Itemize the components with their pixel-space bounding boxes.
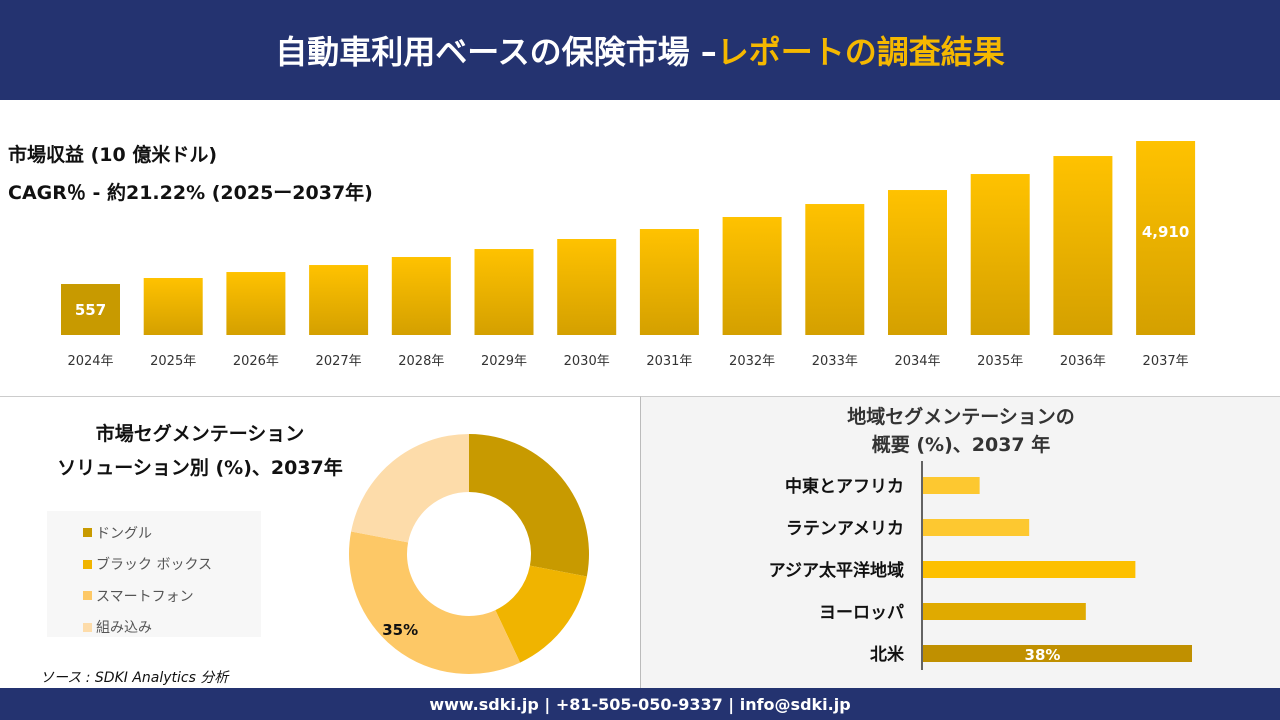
revenue-bar <box>391 257 451 335</box>
pie-legend: ドングルブラック ボックス スマートフォン 組み込み <box>47 511 261 637</box>
region-title-2: 概要 (%)、2037 年 <box>871 434 1051 456</box>
region-label: ヨーロッパ <box>819 603 904 623</box>
revenue-bar <box>61 284 120 335</box>
region-label: 北米 <box>870 644 905 665</box>
legend-swatch <box>83 528 92 538</box>
legend-swatch <box>83 559 92 569</box>
legend-item: スマートフォン <box>83 580 261 612</box>
pie-title-2: ソリューション別 (%)、2037年 <box>57 457 343 479</box>
bar-data-label: 4,910 <box>1142 223 1189 241</box>
region-title-1: 地域セグメンテーションの <box>847 406 1075 428</box>
region-label: 中東とアフリカ <box>785 476 904 497</box>
legend-item: ブラック ボックス <box>83 549 261 581</box>
cagr-label: CAGR％ - 約21.22% (2025ー2037年) <box>8 182 373 204</box>
legend-item: ドングル <box>83 517 261 549</box>
region-label: アジア太平洋地域 <box>769 560 904 581</box>
footer-contact: www.sdki.jp | +81-505-050-9337 | info@sd… <box>0 688 1280 720</box>
title-main: 自動車利用ベースの保険市場 – <box>275 33 717 71</box>
legend-item: 組み込み <box>83 612 261 644</box>
x-tick-label: 2032年 <box>729 354 775 369</box>
revenue-bar <box>309 265 369 335</box>
revenue-bar <box>557 239 617 335</box>
x-tick-label: 2025年 <box>150 354 196 369</box>
revenue-bar <box>722 216 782 335</box>
region-segment-panel: 地域セグメンテーションの 概要 (%)、2037 年 中東とアフリカ ラテンアメリカ… <box>640 396 1280 688</box>
revenue-bar <box>970 174 1030 335</box>
revenue-bar <box>226 272 286 335</box>
x-tick-label: 2034年 <box>894 354 940 369</box>
donut-slice <box>351 434 469 543</box>
solution-segment-panel: 市場セグメンテーション ソリューション別 (%)、2037年 ドングルブラック … <box>0 396 640 688</box>
x-tick-label: 2030年 <box>564 354 610 369</box>
region-bar <box>923 603 1086 620</box>
revenue-bar <box>1136 141 1196 335</box>
revenue-bar-chart: 2024年 557 2025年 2026年 2027年 2028年 2029年 2030年 20… <box>61 141 1196 369</box>
source-note: ソース : SDKI Analytics 分析 <box>40 670 229 686</box>
region-title: 地域セグメンテーションの 概要 (%)、2037 年 <box>641 403 1280 459</box>
bar-data-label: 557 <box>75 301 106 319</box>
legend-swatch <box>83 622 92 632</box>
region-bar <box>923 477 980 494</box>
x-tick-label: 2036年 <box>1060 354 1106 369</box>
region-bar <box>923 519 1030 536</box>
x-tick-label: 2024年 <box>67 354 113 369</box>
revenue-section: 2024年 557 2025年 2026年 2027年 2028年 2029年 2030年 20… <box>0 100 1280 396</box>
donut-slice <box>349 531 521 674</box>
x-tick-label: 2033年 <box>812 354 858 369</box>
legend-label: ブラック ボックス <box>96 557 213 574</box>
region-label: ラテンアメリカ <box>786 519 904 539</box>
revenue-bar <box>474 249 534 335</box>
x-tick-label: 2031年 <box>646 354 692 369</box>
revenue-bar <box>805 204 865 335</box>
revenue-bar <box>1053 156 1113 335</box>
region-bar <box>923 645 1192 662</box>
x-tick-label: 2037年 <box>1143 354 1189 369</box>
slice-data-label: 35% <box>382 621 418 639</box>
x-tick-label: 2027年 <box>316 354 362 369</box>
x-tick-label: 2028年 <box>398 354 444 369</box>
legend-label: 組み込み <box>96 620 152 637</box>
legend-label: ドングル <box>96 525 152 542</box>
revenue-bar <box>888 190 947 335</box>
donut-slice <box>469 434 589 577</box>
region-data-label: 38% <box>1025 646 1061 664</box>
title-accent: レポートの調査結果 <box>716 33 1005 71</box>
donut-slice <box>495 565 587 663</box>
x-tick-label: 2035年 <box>977 354 1023 369</box>
pie-title-1: 市場セグメンテーション <box>95 423 305 445</box>
revenue-bar <box>143 278 203 335</box>
region-bar <box>923 561 1136 578</box>
revenue-bar <box>639 229 699 335</box>
x-tick-label: 2029年 <box>481 354 527 369</box>
revenue-label: 市場収益 (10 億米ドル) <box>8 144 218 166</box>
x-tick-label: 2026年 <box>233 354 279 369</box>
legend-swatch <box>83 591 92 601</box>
report-header: 自動車利用ベースの保険市場 – レポートの調査結果 <box>0 0 1280 100</box>
legend-label: スマートフォン <box>96 588 194 605</box>
